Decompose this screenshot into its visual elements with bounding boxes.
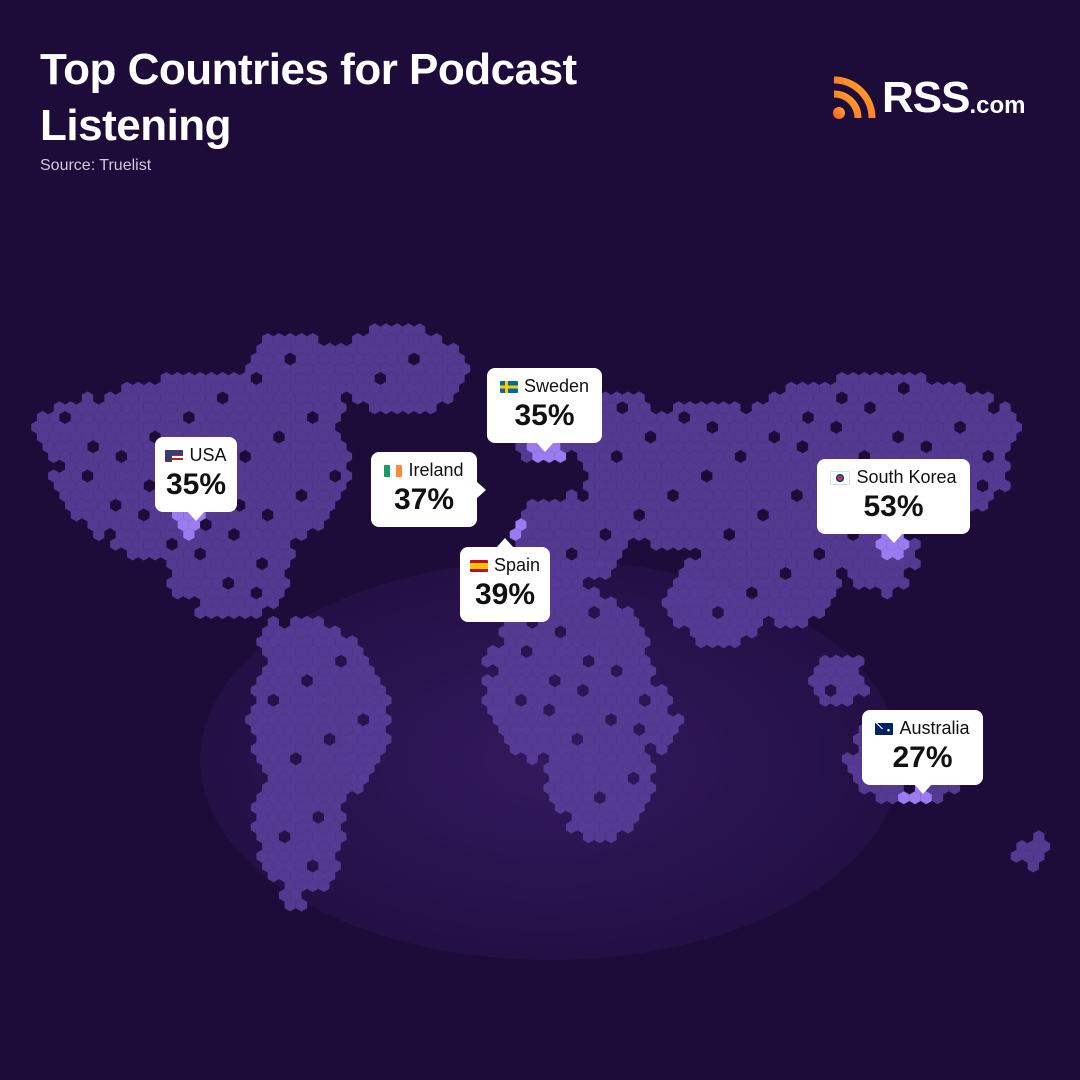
rss-feed-icon [833,76,876,119]
value-label: 37% [393,483,455,516]
source-label: Source: Truelist [40,157,152,174]
value-label: 35% [514,399,575,432]
ie-flag-icon [384,464,403,477]
page-title: Top Countries for Podcast Listening [40,45,577,150]
country-label: USA [189,445,227,465]
us-flag-icon [165,449,184,462]
value-label: 39% [474,578,536,611]
card-australia: Australia 27% [862,710,983,794]
es-flag-icon [469,559,488,572]
country-label: South Korea [856,467,957,487]
au-flag-icon [875,722,894,735]
card-spain: Spain 39% [460,538,550,622]
logo-text: RSS [882,73,970,122]
rss-logo: RSS .com [832,76,1026,120]
value-label: 27% [892,741,953,774]
country-label: Australia [899,718,970,738]
country-label: Ireland [408,460,464,480]
country-label: Spain [493,555,541,575]
value-label: 53% [863,490,924,523]
card-ireland: Ireland 37% [371,452,486,527]
value-label: 35% [165,468,227,501]
card-south-korea: South Korea 53% [817,459,970,543]
kr-flag-icon [830,470,851,485]
card-sweden: Sweden 35% [487,368,602,452]
country-label: Sweden [523,376,590,396]
card-usa: USA 35% [155,437,237,521]
logo-suffix: .com [969,92,1026,119]
se-flag-icon [499,380,518,393]
